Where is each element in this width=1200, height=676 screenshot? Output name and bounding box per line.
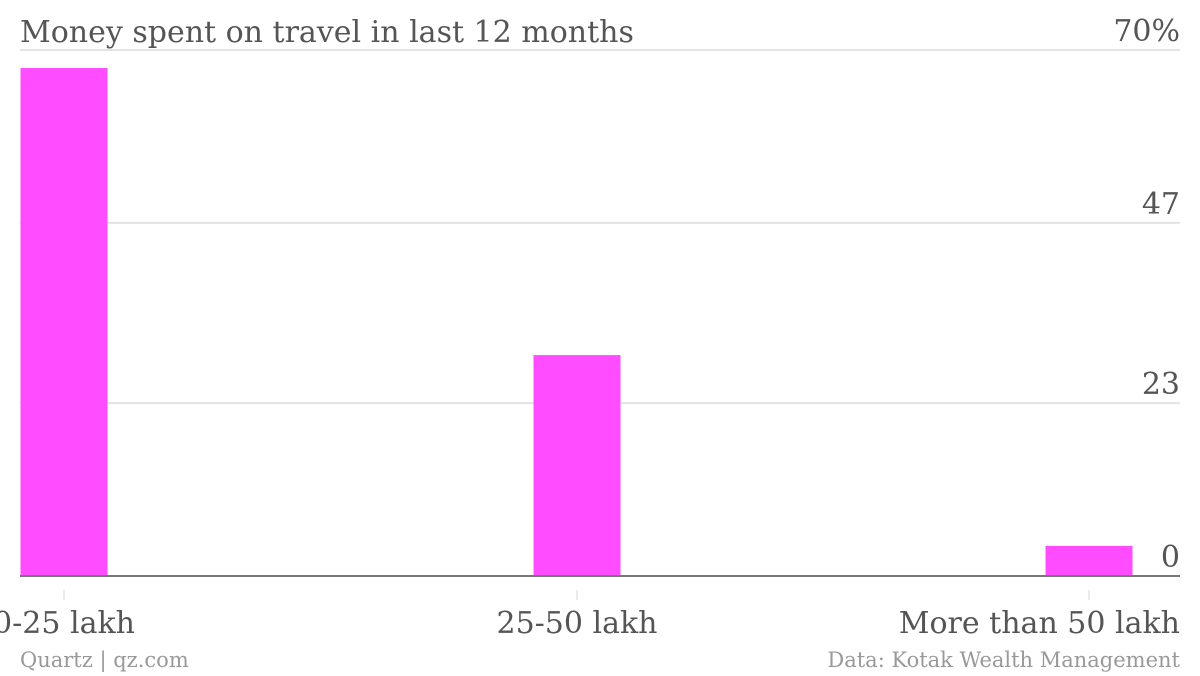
gridlines bbox=[20, 49, 1180, 405]
y-tick-label: 23 bbox=[1142, 367, 1180, 402]
source-credit: Quartz | qz.com bbox=[20, 648, 189, 673]
bar bbox=[533, 355, 621, 576]
x-tick-label: 25-50 lakh bbox=[496, 606, 657, 641]
y-tick-label: 47 bbox=[1142, 187, 1180, 222]
data-source: Data: Kotak Wealth Management bbox=[827, 648, 1180, 672]
x-tick-label: More than 50 lakh bbox=[899, 606, 1180, 641]
chart-title: Money spent on travel in last 12 months bbox=[20, 15, 634, 50]
x-tick-label: 0-25 lakh bbox=[0, 606, 135, 641]
y-tick-label: 0 bbox=[1161, 540, 1180, 575]
category-ticks bbox=[63, 590, 1090, 600]
x-axis-category-labels: 0-25 lakh 25-50 lakh More than 50 lakh bbox=[0, 606, 1180, 641]
y-axis-tick-labels: 0 23 47 70% bbox=[1113, 14, 1180, 575]
bars bbox=[20, 68, 1133, 576]
y-tick-label: 70% bbox=[1113, 14, 1180, 49]
bar bbox=[20, 68, 108, 576]
bar bbox=[1045, 545, 1133, 576]
